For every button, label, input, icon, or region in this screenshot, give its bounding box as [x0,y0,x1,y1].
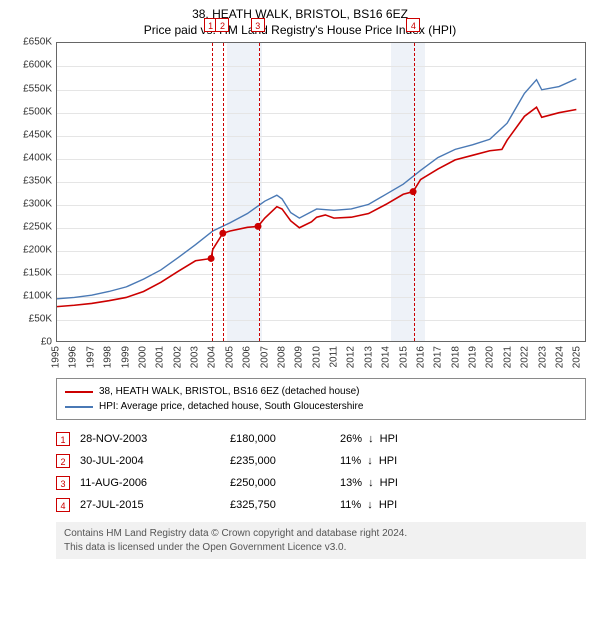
row-date: 30-JUL-2004 [80,455,230,467]
x-tick-label: 2017 [433,346,444,368]
x-tick-label: 2015 [398,346,409,368]
y-tick-label: £250K [23,221,52,232]
row-marker: 1 [56,432,70,446]
row-price: £235,000 [230,455,340,467]
marker-line [259,43,260,341]
sale-table: 1 28-NOV-2003£180,00026% ↓ HPI 2 30-JUL-200… [56,428,590,516]
y-tick-label: £200K [23,245,52,256]
legend-item: HPI: Average price, detached house, Sout… [65,399,577,414]
page-container: 38, HEATH WALK, BRISTOL, BS16 6EZ Price … [0,0,600,565]
y-tick-label: £500K [23,106,52,117]
y-tick-label: £650K [23,37,52,48]
x-tick-label: 2023 [537,346,548,368]
x-tick-label: 2006 [242,346,253,368]
marker-box: 4 [406,18,420,32]
table-row: 4 27-JUL-2015£325,75011% ↓ HPI [56,494,590,516]
marker-box: 3 [251,18,265,32]
x-tick-label: 2000 [137,346,148,368]
x-tick-label: 2005 [224,346,235,368]
x-axis-labels: 1995199619971998199920002001200220032004… [56,344,586,372]
y-tick-label: £450K [23,129,52,140]
row-marker: 4 [56,498,70,512]
row-date: 11-AUG-2006 [80,477,230,489]
y-tick-label: £100K [23,291,52,302]
x-tick-label: 2025 [572,346,583,368]
row-price: £325,750 [230,499,340,511]
y-tick-label: £400K [23,152,52,163]
arrow-down-icon: ↓ [368,477,374,489]
x-tick-label: 2019 [468,346,479,368]
marker-line [414,43,415,341]
row-pct: 11% ↓ HPI [340,499,470,511]
x-tick-label: 1995 [51,346,62,368]
x-tick-label: 2012 [346,346,357,368]
y-tick-label: £350K [23,175,52,186]
row-date: 27-JUL-2015 [80,499,230,511]
row-pct: 11% ↓ HPI [340,455,470,467]
x-tick-label: 2002 [172,346,183,368]
footer-line-1: Contains HM Land Registry data © Crown c… [64,527,578,541]
legend-swatch [65,391,93,393]
row-date: 28-NOV-2003 [80,433,230,445]
x-tick-label: 2014 [381,346,392,368]
series-property [57,108,576,307]
title-block: 38, HEATH WALK, BRISTOL, BS16 6EZ Price … [10,6,590,38]
row-marker: 3 [56,476,70,490]
marker-box: 2 [215,18,229,32]
y-tick-label: £600K [23,60,52,71]
table-row: 2 30-JUL-2004£235,00011% ↓ HPI [56,450,590,472]
y-tick-label: £150K [23,268,52,279]
row-marker: 2 [56,454,70,468]
legend-label: HPI: Average price, detached house, Sout… [99,399,363,414]
x-tick-label: 2016 [415,346,426,368]
series-svg [57,43,585,341]
series-hpi [57,79,576,299]
table-row: 3 11-AUG-2006£250,00013% ↓ HPI [56,472,590,494]
legend-label: 38, HEATH WALK, BRISTOL, BS16 6EZ (detac… [99,384,360,399]
x-tick-label: 2001 [155,346,166,368]
x-tick-label: 1997 [85,346,96,368]
x-tick-label: 2010 [311,346,322,368]
legend-item: 38, HEATH WALK, BRISTOL, BS16 6EZ (detac… [65,384,577,399]
title-address: 38, HEATH WALK, BRISTOL, BS16 6EZ [10,6,590,22]
title-subtitle: Price paid vs. HM Land Registry's House … [10,22,590,38]
sale-point [410,189,417,196]
footer: Contains HM Land Registry data © Crown c… [56,522,586,559]
x-tick-label: 2004 [207,346,218,368]
x-tick-label: 2013 [363,346,374,368]
plot-area [56,42,586,342]
arrow-down-icon: ↓ [367,499,373,511]
x-tick-label: 2003 [190,346,201,368]
row-price: £250,000 [230,477,340,489]
x-tick-label: 1996 [68,346,79,368]
x-tick-label: 2022 [520,346,531,368]
marker-line [223,43,224,341]
x-tick-label: 2008 [276,346,287,368]
row-pct: 26% ↓ HPI [340,433,470,445]
legend: 38, HEATH WALK, BRISTOL, BS16 6EZ (detac… [56,378,586,420]
x-tick-label: 1999 [120,346,131,368]
x-tick-label: 2024 [554,346,565,368]
y-tick-label: £550K [23,83,52,94]
x-tick-label: 2020 [485,346,496,368]
row-pct: 13% ↓ HPI [340,477,470,489]
x-tick-label: 2018 [450,346,461,368]
y-axis-labels: £0£50K£100K£150K£200K£250K£300K£350K£400… [10,42,54,342]
y-tick-label: £50K [29,314,52,325]
x-tick-label: 2021 [502,346,513,368]
legend-swatch [65,406,93,408]
x-tick-label: 2007 [259,346,270,368]
x-tick-label: 2011 [329,346,340,368]
x-tick-label: 2009 [294,346,305,368]
y-tick-label: £300K [23,198,52,209]
row-price: £180,000 [230,433,340,445]
marker-line [212,43,213,341]
footer-line-2: This data is licensed under the Open Gov… [64,541,578,555]
x-tick-label: 1998 [103,346,114,368]
arrow-down-icon: ↓ [368,433,374,445]
table-row: 1 28-NOV-2003£180,00026% ↓ HPI [56,428,590,450]
chart: £0£50K£100K£150K£200K£250K£300K£350K£400… [10,42,590,372]
arrow-down-icon: ↓ [367,455,373,467]
